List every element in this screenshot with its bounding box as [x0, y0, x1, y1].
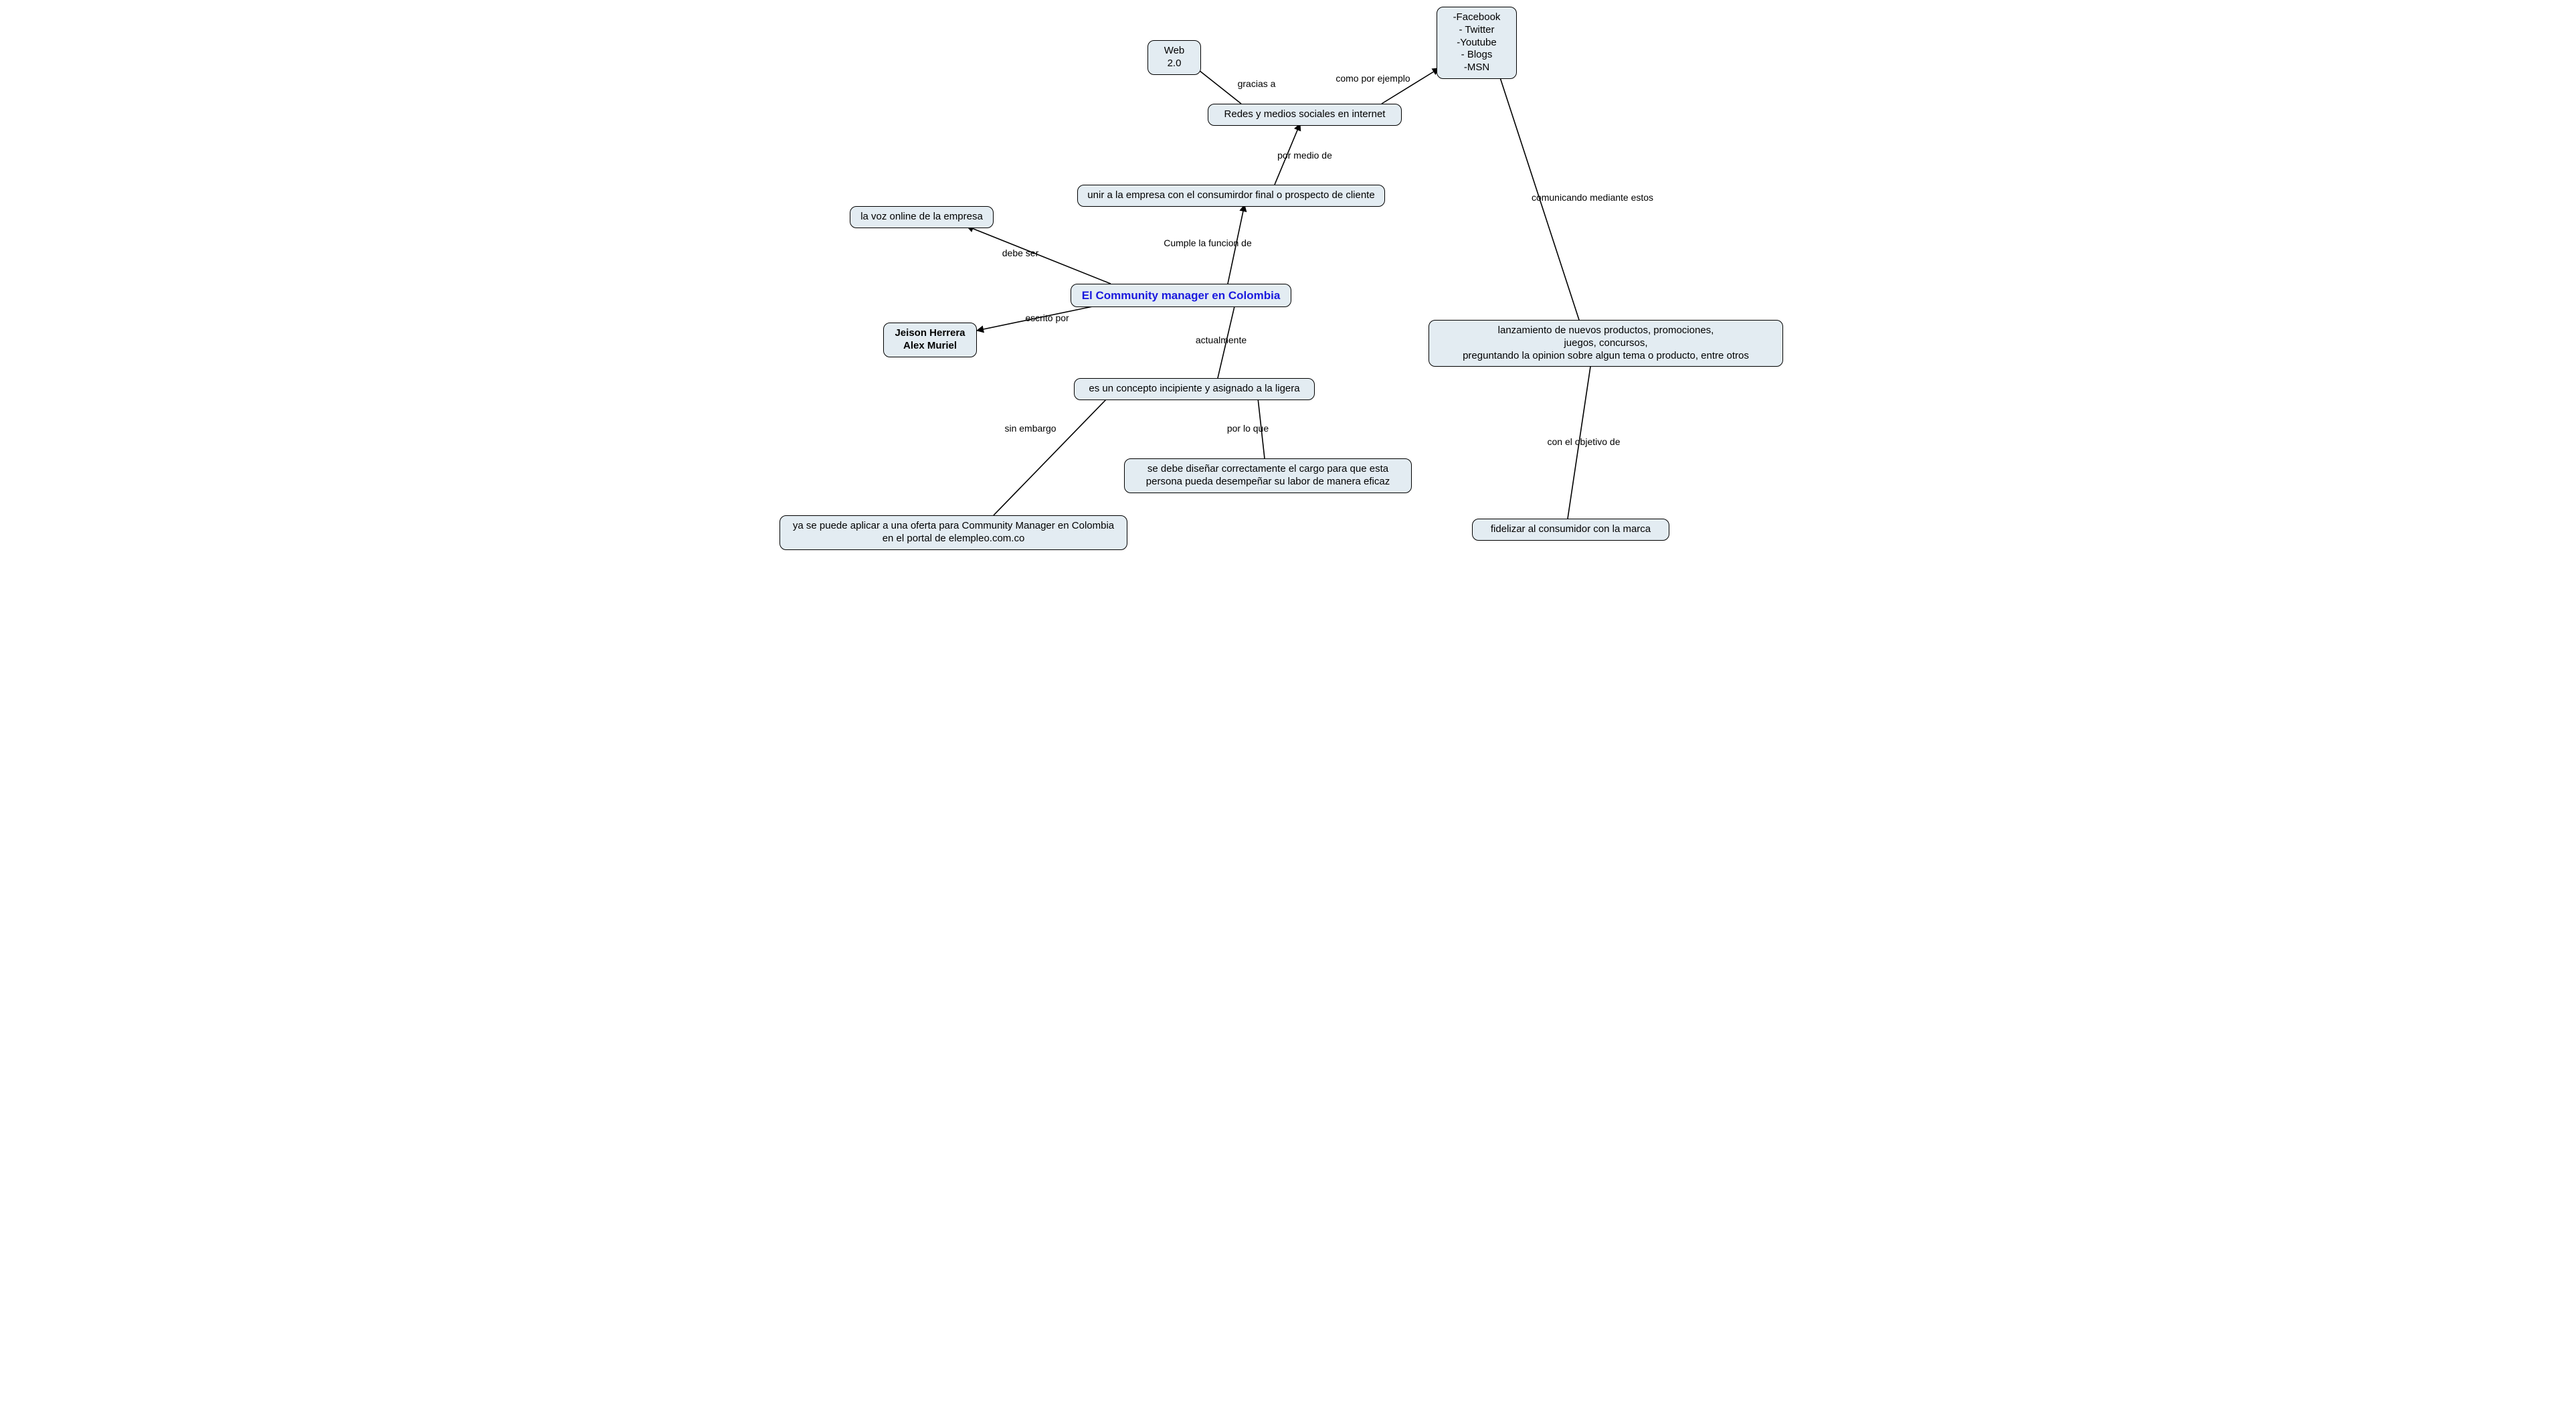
edge-label-incip-oferta: sin embargo — [1004, 423, 1056, 434]
node-autores: Jeison Herrera Alex Muriel — [883, 323, 977, 357]
edge-label-ejemplos-lanz: comunicando mediante estos — [1532, 192, 1653, 203]
node-voz: la voz online de la empresa — [850, 206, 994, 228]
edge-incip-oferta — [994, 398, 1107, 515]
edge-label-incip-disenar: por lo que — [1227, 423, 1269, 434]
node-ejemplos: -Facebook - Twitter -Youtube - Blogs -MS… — [1437, 7, 1517, 79]
edge-label-root-voz: debe ser — [1002, 248, 1038, 258]
node-lanz: lanzamiento de nuevos productos, promoci… — [1429, 320, 1783, 367]
node-redes: Redes y medios sociales en internet — [1208, 104, 1402, 126]
edge-label-root-incip: actualmente — [1196, 335, 1247, 345]
node-oferta: ya se puede aplicar a una oferta para Co… — [779, 515, 1127, 550]
edge-label-redes-web20: gracias a — [1238, 78, 1276, 89]
edge-root-voz — [967, 226, 1111, 284]
edge-label-root-unir: Cumple la funcion de — [1164, 238, 1252, 248]
edge-label-root-autores: escrito por — [1025, 313, 1069, 323]
concept-map-canvas: El Community manager en Colombia la voz o… — [766, 0, 1810, 576]
node-root: El Community manager en Colombia — [1071, 284, 1291, 307]
node-incip: es un concepto incipiente y asignado a l… — [1074, 378, 1315, 400]
edge-label-lanz-fidel: con el objetivo de — [1548, 436, 1621, 447]
node-web20: Web 2.0 — [1147, 40, 1201, 75]
node-unir: unir a la empresa con el consumirdor fin… — [1077, 185, 1385, 207]
node-disenar: se debe diseñar correctamente el cargo p… — [1124, 458, 1412, 493]
node-fidel: fidelizar al consumidor con la marca — [1472, 519, 1669, 541]
edge-label-unir-redes: por medio de — [1277, 150, 1332, 161]
edge-label-redes-ejemplos: como por ejemplo — [1336, 73, 1410, 84]
